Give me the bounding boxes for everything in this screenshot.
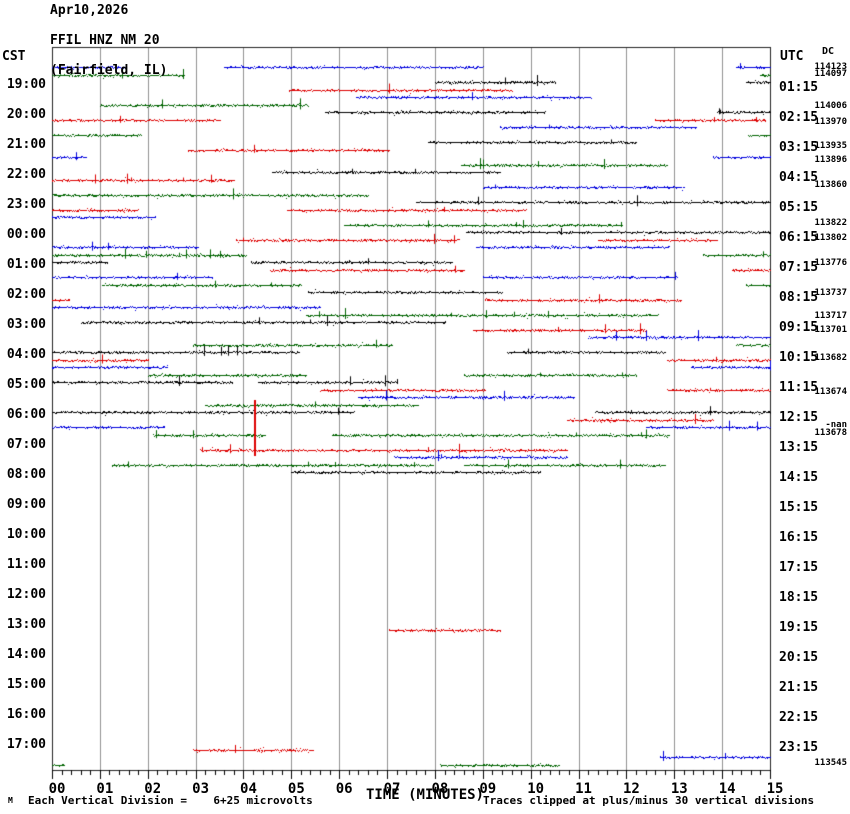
utc-time-01:15: 01:15 — [779, 80, 819, 95]
x-tick-08: 08 — [431, 781, 449, 797]
x-tick-03: 03 — [192, 781, 210, 797]
cst-time-10:00: 10:00 — [6, 527, 46, 542]
cst-time-04:00: 04:00 — [6, 347, 46, 362]
x-tick-06: 06 — [335, 781, 353, 797]
x-tick-05: 05 — [287, 781, 305, 797]
utc-time-16:15: 16:15 — [779, 530, 819, 545]
utc-time-22:15: 22:15 — [779, 710, 819, 725]
scale-note: Each Vertical Division = 6+25 microvolts — [28, 794, 313, 807]
utc-time-07:15: 07:15 — [779, 260, 819, 275]
dc-value-113737: 113737 — [814, 288, 847, 298]
x-tick-01: 01 — [96, 781, 114, 797]
utc-time-23:15: 23:15 — [779, 740, 819, 755]
right-axis-label: UTC — [780, 49, 804, 64]
cst-time-11:00: 11:00 — [6, 557, 46, 572]
dc-value-113678: 113678 — [814, 428, 847, 438]
dc-value-113896: 113896 — [814, 155, 847, 165]
dc-value-113935: 113935 — [814, 141, 847, 151]
cst-time-16:00: 16:00 — [6, 707, 46, 722]
dc-column-label: DC — [822, 46, 835, 57]
cst-time-08:00: 08:00 — [6, 467, 46, 482]
dc-value-114123: 114123 — [814, 62, 847, 72]
cst-time-17:00: 17:00 — [6, 737, 46, 752]
utc-time-17:15: 17:15 — [779, 560, 819, 575]
dc-value-114097: 114097 — [814, 69, 847, 79]
dc-value--nan: -nan — [825, 420, 847, 430]
cst-time-06:00: 06:00 — [6, 407, 46, 422]
utc-time-14:15: 14:15 — [779, 470, 819, 485]
x-tick-13: 13 — [670, 781, 688, 797]
x-tick-15: 15 — [766, 781, 784, 797]
dc-value-113822: 113822 — [814, 218, 847, 228]
cst-time-14:00: 14:00 — [6, 647, 46, 662]
utc-time-20:15: 20:15 — [779, 650, 819, 665]
cst-time-12:00: 12:00 — [6, 587, 46, 602]
left-axis-label: CST — [2, 49, 26, 64]
utc-time-10:15: 10:15 — [779, 350, 819, 365]
cst-time-05:00: 05:00 — [6, 377, 46, 392]
cst-time-20:00: 20:00 — [6, 107, 46, 122]
x-axis-title: TIME (MINUTES) — [365, 787, 484, 803]
dc-value-113717: 113717 — [814, 311, 847, 321]
utc-time-05:15: 05:15 — [779, 200, 819, 215]
cst-time-03:00: 03:00 — [6, 317, 46, 332]
utc-time-13:15: 13:15 — [779, 440, 819, 455]
utc-time-03:15: 03:15 — [779, 140, 819, 155]
x-tick-04: 04 — [240, 781, 257, 797]
dc-value-113701: 113701 — [814, 325, 847, 335]
cst-time-21:00: 21:00 — [6, 137, 46, 152]
dc-value-113776: 113776 — [814, 258, 847, 268]
dc-value-113545: 113545 — [814, 758, 847, 768]
x-tick-14: 14 — [718, 781, 736, 797]
cst-time-13:00: 13:00 — [6, 617, 46, 632]
header-location: (Fairfield, IL) — [50, 63, 168, 78]
dc-value-113682: 113682 — [814, 353, 847, 363]
utc-time-08:15: 08:15 — [779, 290, 819, 305]
clip-note: Traces clipped at plus/minus 30 vertical… — [483, 794, 815, 807]
utc-time-06:15: 06:15 — [779, 230, 819, 245]
dc-value-113802: 113802 — [814, 233, 847, 243]
x-tick-09: 09 — [479, 781, 497, 797]
cst-time-01:00: 01:00 — [6, 257, 46, 272]
utc-time-15:15: 15:15 — [779, 500, 819, 515]
header-station: FFIL HNZ NM 20 — [50, 33, 160, 48]
x-tick-00: 00 — [48, 781, 66, 797]
cst-time-19:00: 19:00 — [6, 77, 46, 92]
utc-time-21:15: 21:15 — [779, 680, 819, 695]
utc-time-09:15: 09:15 — [779, 320, 819, 335]
utc-time-12:15: 12:15 — [779, 410, 819, 425]
utc-time-11:15: 11:15 — [779, 380, 819, 395]
cst-time-02:00: 02:00 — [6, 287, 46, 302]
dc-value-113860: 113860 — [814, 180, 847, 190]
dc-value-114006: 114006 — [814, 101, 847, 111]
utc-time-18:15: 18:15 — [779, 590, 819, 605]
dc-value-113970: 113970 — [814, 117, 847, 127]
corner-glyph: M — [8, 796, 13, 805]
cst-time-00:00: 00:00 — [6, 227, 46, 242]
cst-time-15:00: 15:00 — [6, 677, 46, 692]
cst-time-09:00: 09:00 — [6, 497, 46, 512]
utc-time-02:15: 02:15 — [779, 110, 819, 125]
x-tick-07: 07 — [383, 781, 401, 797]
cst-time-22:00: 22:00 — [6, 167, 46, 182]
x-tick-12: 12 — [622, 781, 640, 797]
utc-time-19:15: 19:15 — [779, 620, 819, 635]
utc-time-04:15: 04:15 — [779, 170, 819, 185]
x-tick-11: 11 — [575, 781, 592, 797]
plot-header: Apr10,2026 FFIL HNZ NM 20 (Fairfield, IL… — [50, 3, 167, 78]
header-date: Apr10,2026 — [50, 3, 129, 18]
cst-time-23:00: 23:00 — [6, 197, 46, 212]
x-tick-10: 10 — [527, 781, 545, 797]
cst-time-07:00: 07:00 — [6, 437, 46, 452]
x-tick-02: 02 — [144, 781, 162, 797]
dc-value-113674: 113674 — [814, 387, 847, 397]
